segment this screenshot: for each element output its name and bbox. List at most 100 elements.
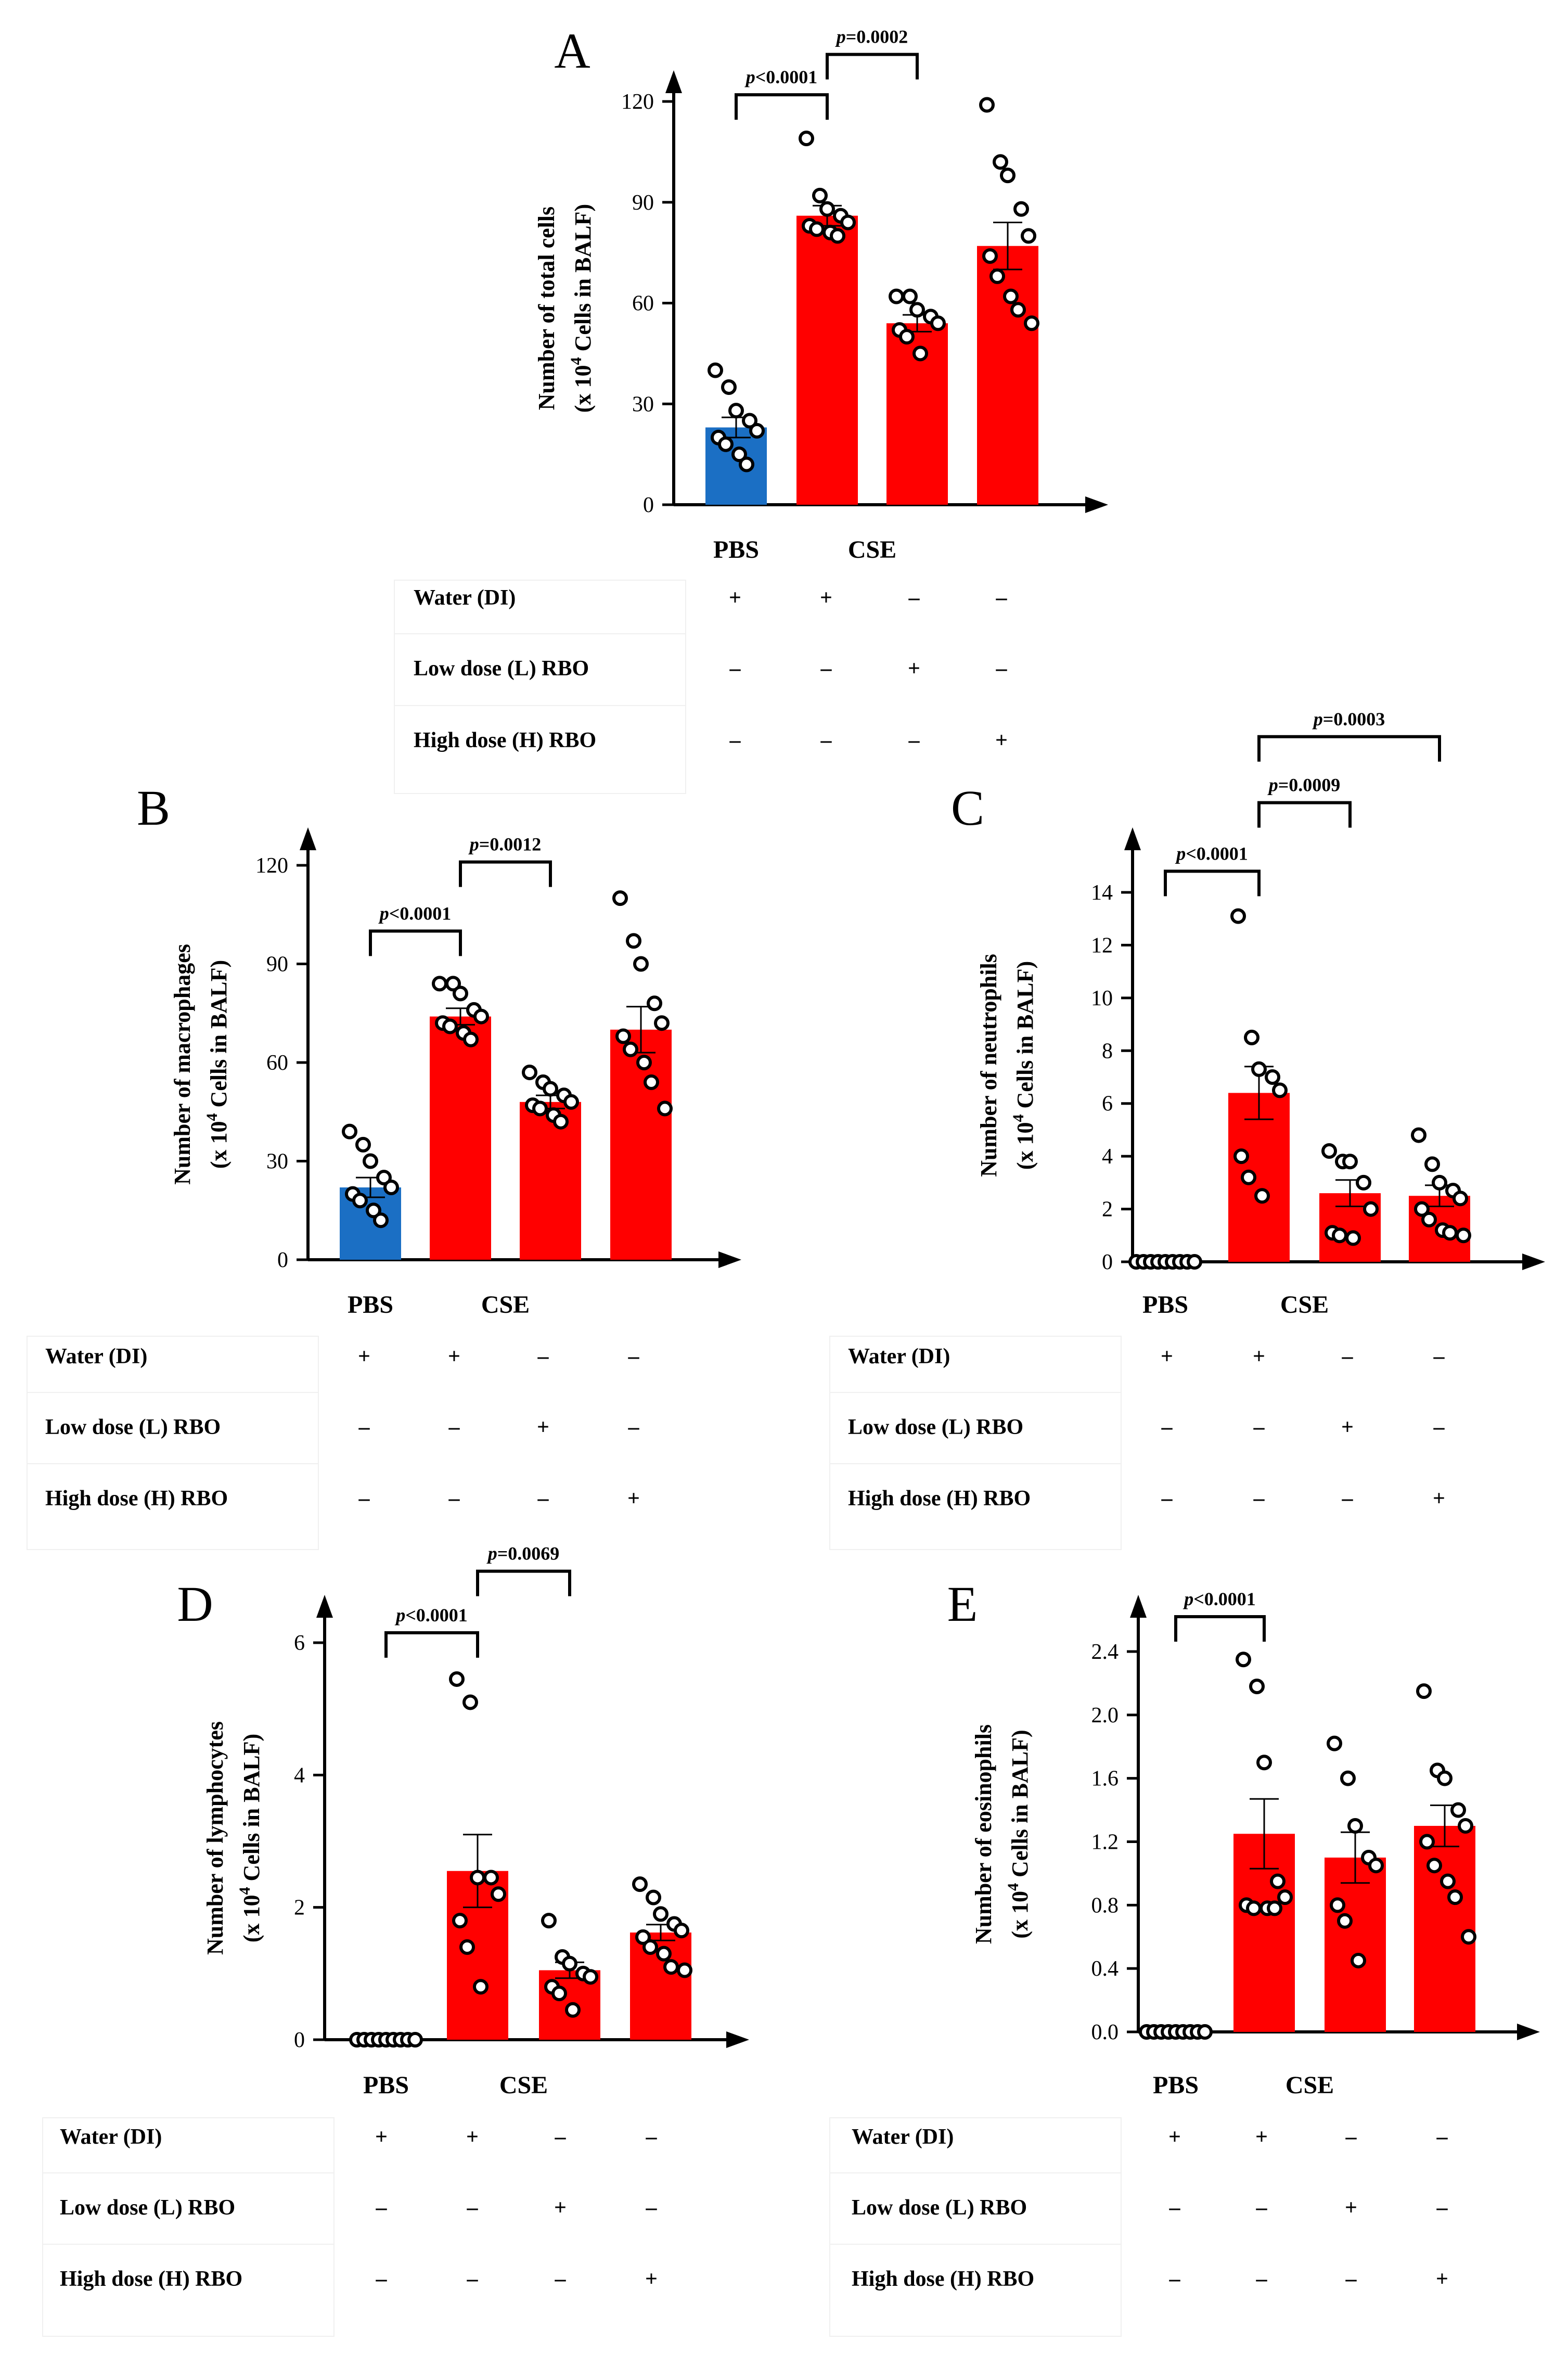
data-point [830, 228, 845, 244]
treatment-symbol: + [1341, 1415, 1354, 1439]
data-point [1267, 1900, 1282, 1916]
data-point [473, 1979, 489, 1995]
treatment-symbol: – [1256, 2267, 1268, 2291]
treatment-symbol: – [996, 657, 1008, 681]
treatment-table-box [394, 580, 686, 794]
data-point [902, 288, 918, 304]
p-value-label: p<0.0001 [1175, 843, 1248, 864]
treatment-row-label: Water (DI) [848, 1345, 950, 1368]
data-point [449, 1671, 465, 1687]
data-point [1432, 1174, 1447, 1191]
data-point [653, 1906, 669, 1922]
treatment-row-label: Water (DI) [414, 586, 516, 610]
data-point [1345, 1230, 1361, 1246]
y-tick-label: 8 [1102, 1039, 1113, 1063]
significance-bracket [1164, 869, 1261, 897]
treatment-symbol: + [627, 1487, 640, 1511]
x-axis-arrow [1522, 1253, 1545, 1270]
data-point [635, 1929, 651, 1945]
treatment-row-label: Low dose (L) RBO [852, 2196, 1027, 2220]
y-axis-label: Number of total cells (x 104 Cells in BAL… [534, 204, 596, 413]
data-point [1332, 1227, 1347, 1244]
y-tick-label: 30 [632, 392, 654, 416]
treatment-symbol: – [555, 2125, 567, 2149]
y-tick-label: 2.4 [1091, 1640, 1119, 1664]
data-point [1351, 1952, 1366, 1968]
treatment-symbol: – [729, 657, 741, 681]
group-label-cse: CSE [481, 1291, 530, 1319]
data-point [1426, 1858, 1442, 1874]
data-point [1256, 1755, 1272, 1771]
data-point [1456, 1227, 1471, 1244]
significance-bracket [476, 1569, 571, 1596]
group-label-cse: CSE [1286, 2071, 1334, 2099]
data-point [1337, 1913, 1353, 1929]
data-point [565, 2002, 581, 2018]
y-tick-label: 4 [294, 1763, 305, 1787]
treatment-symbol: + [1255, 2125, 1268, 2149]
significance-bracket [1257, 801, 1352, 828]
data-point [1442, 1225, 1458, 1241]
group-label-pbs: PBS [363, 2071, 409, 2099]
treatment-symbol: – [1342, 1345, 1354, 1368]
treatment-row-label: Water (DI) [60, 2125, 162, 2149]
data-point [1010, 302, 1026, 318]
data-point [1356, 1174, 1371, 1191]
group-label-cse: CSE [848, 536, 896, 564]
treatment-symbol: – [358, 1487, 370, 1511]
significance-bracket [1174, 1615, 1266, 1642]
panel-letter: A [554, 23, 590, 79]
group-label-pbs: PBS [1153, 2071, 1199, 2099]
data-point [647, 995, 662, 1012]
data-point [1230, 908, 1246, 924]
data-point [1327, 1735, 1342, 1751]
significance-bracket [1257, 735, 1441, 762]
p-value-label: p=0.0003 [1312, 709, 1385, 730]
data-point [1013, 201, 1029, 217]
data-point [739, 456, 754, 472]
data-point [355, 1136, 371, 1153]
data-point [1453, 1191, 1468, 1207]
bar [1228, 1093, 1290, 1262]
treatment-symbol: – [448, 1487, 460, 1511]
data-point [615, 1028, 631, 1044]
y-axis-label-line2: (x 104 Cells in BALF) [1005, 1730, 1033, 1938]
data-point [543, 1081, 558, 1097]
treatment-symbol: + [448, 1345, 460, 1368]
treatment-symbol: + [1436, 2267, 1448, 2291]
data-point [462, 1694, 478, 1710]
data-point [633, 956, 649, 972]
y-axis-arrow [1124, 827, 1141, 850]
treatment-row-label: Water (DI) [45, 1345, 147, 1368]
y-tick-label: 1.6 [1091, 1767, 1119, 1791]
data-point [1265, 1069, 1280, 1085]
treatment-symbol: – [1253, 1415, 1265, 1439]
y-axis-label-line2: (x 104 Cells in BALF) [203, 960, 232, 1169]
y-axis-label-line1: Number of eosinophils [971, 1724, 996, 1944]
p-value-label: p<0.0001 [1183, 1589, 1256, 1609]
p-value-label: p=0.0012 [468, 834, 542, 855]
group-label-cse: CSE [499, 2071, 548, 2099]
data-point [541, 1913, 557, 1929]
y-tick-label: 2.0 [1091, 1704, 1119, 1728]
data-point [1000, 168, 1016, 184]
p-value-label: p=0.0009 [1267, 775, 1341, 796]
data-point [407, 2032, 423, 2048]
y-tick-label: 10 [1091, 987, 1113, 1010]
p-value-label: p=0.0002 [835, 27, 908, 47]
data-point [445, 976, 461, 992]
data-point [1254, 1188, 1270, 1204]
x-axis-arrow [726, 2031, 749, 2048]
treatment-symbol: – [908, 728, 920, 752]
treatment-symbol: – [358, 1415, 370, 1439]
treatment-table-box [42, 2117, 335, 2337]
treatment-symbol: – [1433, 1415, 1445, 1439]
data-point [1363, 1201, 1379, 1217]
data-point [646, 1889, 661, 1905]
data-point [612, 890, 628, 906]
data-point [483, 1870, 499, 1886]
data-point [1437, 1770, 1453, 1786]
treatment-symbol: – [448, 1415, 460, 1439]
y-axis-label-line1: Number of lymphocytes [202, 1721, 228, 1955]
group-label-pbs: PBS [348, 1291, 393, 1319]
